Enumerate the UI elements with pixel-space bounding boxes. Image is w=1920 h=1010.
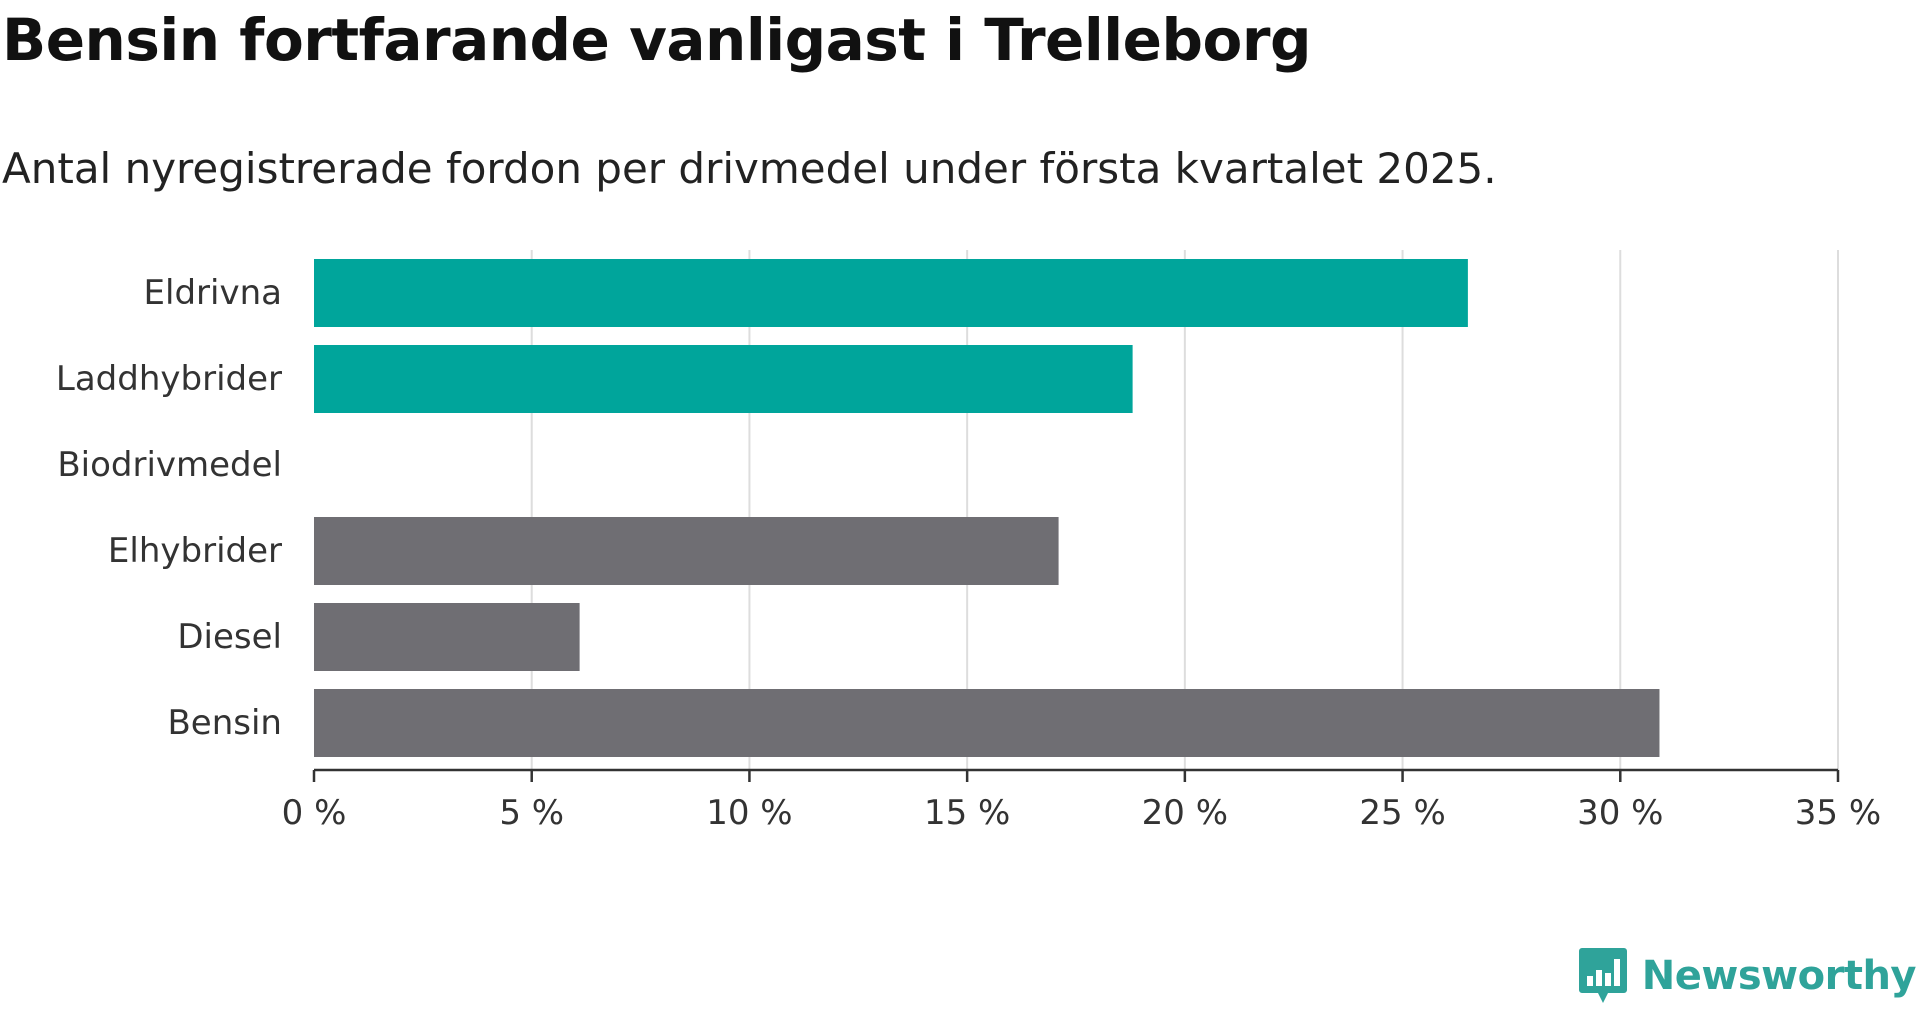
x-tick-label: 25 % [1359,793,1445,833]
x-tick-label: 15 % [924,793,1010,833]
bar-diesel [314,603,580,671]
chart-title: Bensin fortfarande vanligast i Trellebor… [2,6,1311,74]
category-label: Elhybrider [108,531,282,571]
chart-subtitle: Antal nyregistrerade fordon per drivmede… [2,144,1497,193]
x-tick-label: 30 % [1577,793,1663,833]
x-tick-label: 10 % [706,793,792,833]
category-label: Bensin [167,703,282,743]
category-label: Laddhybrider [56,359,282,399]
x-tick-label: 35 % [1795,793,1881,833]
brand-logo: Newsworthy [1578,946,1917,1006]
bars [314,259,1660,757]
category-label: Biodrivmedel [57,445,282,485]
category-label: Diesel [177,617,282,657]
bar-eldrivna [314,259,1468,327]
category-labels: Eldrivna Laddhybrider Biodrivmedel Elhybrid… [56,273,282,743]
newsworthy-bar-chart-icon [1578,948,1627,1003]
bar-bensin [314,689,1660,757]
brand-name: Newsworthy [1641,953,1917,999]
x-tick-label: 20 % [1142,793,1228,833]
x-axis: 0 % 5 % 10 % 15 % 20 % 25 % 30 % 35 % [282,768,1881,833]
grid-lines [530,250,1839,770]
bar-elhybrider [314,517,1059,585]
x-tick-label: 0 % [282,793,347,833]
x-tick-label: 5 % [499,793,564,833]
bar-laddhybrider [314,345,1133,413]
category-label: Eldrivna [144,273,282,313]
